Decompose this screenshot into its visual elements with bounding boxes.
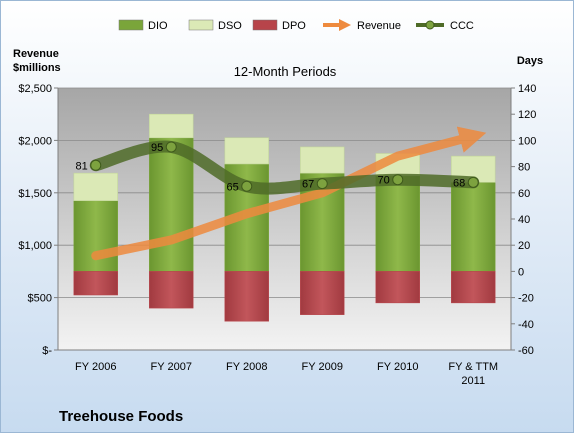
company-name: Treehouse Foods — [59, 408, 183, 425]
left-tick-label: $500 — [28, 293, 52, 305]
right-tick-label: 100 — [518, 135, 536, 147]
left-tick-label: $- — [42, 345, 52, 357]
bar-dso — [73, 172, 118, 201]
ccc-data-label: 65 — [227, 181, 239, 193]
right-tick-label: 80 — [518, 162, 530, 174]
right-tick-label: -20 — [518, 293, 534, 305]
revenue-arrow-layer — [91, 126, 487, 261]
bar-dpo — [451, 271, 496, 304]
bar-dso — [300, 146, 345, 174]
right-tick-label: -60 — [518, 345, 534, 357]
legend-swatch — [425, 20, 435, 30]
right-tick-label: -40 — [518, 319, 534, 331]
x-tick-label: 2011 — [461, 375, 485, 387]
bar-dpo — [73, 271, 118, 296]
ccc-data-label: 68 — [453, 177, 465, 189]
plot-area — [58, 88, 511, 350]
x-tick-label: FY 2006 — [75, 361, 116, 373]
legend-label: Revenue — [357, 20, 401, 32]
legend-swatch — [339, 19, 351, 31]
revenue-arrow — [91, 126, 487, 261]
ccc-point — [392, 174, 404, 186]
x-tick-label: FY & TTM — [448, 361, 498, 373]
bar-dio — [375, 175, 420, 272]
bar-dso — [224, 137, 269, 165]
left-axis-ticks: $- $500 $1,000 $1,500 $2,000 $2,500 — [18, 83, 59, 357]
x-tick-label: FY 2008 — [226, 361, 267, 373]
ccc-line — [89, 140, 480, 195]
left-tick-label: $2,500 — [18, 83, 52, 95]
legend-label: CCC — [450, 20, 474, 32]
legend: DIO DSO DPO Revenue CCC — [118, 19, 474, 32]
chart-title: 12-Month Periods — [234, 64, 337, 79]
ccc-data-label: 81 — [76, 160, 88, 172]
left-tick-label: $1,500 — [18, 188, 52, 200]
right-tick-label: 0 — [518, 266, 524, 278]
x-axis-labels: FY 2006 FY 2007 FY 2008 FY 2009 FY 2010 FY & … — [58, 349, 511, 387]
legend-label: DSO — [218, 20, 242, 32]
ccc-line-layer: 81 95 65 67 70 68 — [76, 140, 480, 195]
ccc-point — [467, 176, 479, 188]
left-tick-label: $1,000 — [18, 240, 52, 252]
legend-swatch — [252, 19, 278, 31]
ccc-data-label: 70 — [378, 175, 390, 187]
right-tick-label: 140 — [518, 83, 536, 95]
right-tick-label: 120 — [518, 109, 536, 121]
ccc-point — [165, 141, 177, 153]
legend-label: DPO — [282, 20, 306, 32]
bar-dso — [149, 113, 194, 139]
bar-dio — [451, 182, 496, 272]
x-tick-label: FY 2007 — [151, 361, 192, 373]
bar-dpo — [300, 271, 345, 315]
right-axis-ticks: -60 -40 -20 0 20 40 60 80 100 120 140 — [510, 83, 536, 357]
ccc-point — [316, 178, 328, 190]
right-tick-label: 40 — [518, 214, 530, 226]
x-tick-label: FY 2010 — [377, 361, 418, 373]
ccc-point — [90, 159, 102, 171]
right-axis-label: Days — [517, 55, 543, 67]
right-tick-label: 60 — [518, 188, 530, 200]
bar-dio — [73, 200, 118, 272]
left-tick-label: $2,000 — [18, 135, 52, 147]
bar-dpo — [224, 271, 269, 322]
ccc-point — [241, 180, 253, 192]
bar-dpo — [375, 271, 420, 304]
right-tick-label: 20 — [518, 240, 530, 252]
legend-swatch — [118, 19, 144, 31]
bar-dpo — [149, 271, 194, 309]
left-axis-label-line1: Revenue — [13, 48, 59, 60]
x-tick-label: FY 2009 — [302, 361, 343, 373]
ccc-data-label: 95 — [151, 142, 163, 154]
legend-label: DIO — [148, 20, 168, 32]
ccc-data-label: 67 — [302, 179, 314, 191]
legend-swatch — [188, 19, 214, 31]
left-axis-label-line2: $millions — [13, 62, 61, 74]
